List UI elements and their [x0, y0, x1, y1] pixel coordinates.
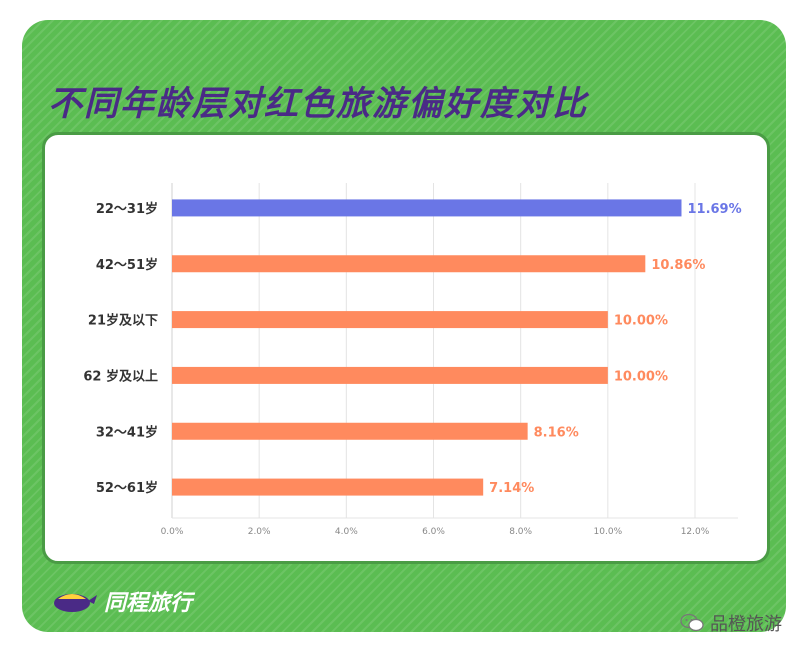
bar: [172, 422, 528, 440]
tongcheng-logo-icon: [54, 594, 97, 612]
watermark: 品橙旅游: [680, 610, 782, 636]
x-tick-label: 4.0%: [335, 527, 358, 537]
x-tick-label: 2.0%: [248, 527, 271, 537]
bar: [172, 366, 608, 384]
category-label: 22～31岁: [96, 201, 158, 217]
data-label: 10.86%: [651, 258, 705, 273]
category-label: 52～61岁: [96, 480, 158, 496]
category-label: 32～41岁: [96, 424, 158, 440]
page-title: 不同年龄层对红色旅游偏好度对比: [48, 84, 588, 124]
data-label: 10.00%: [614, 314, 668, 329]
bar: [172, 478, 484, 496]
category-label: 42～51岁: [96, 257, 158, 273]
bar: [172, 311, 608, 329]
category-label: 62 岁及以上: [83, 368, 158, 384]
brand-name: 同程旅行: [104, 591, 193, 616]
x-tick-label: 6.0%: [422, 527, 445, 537]
bar: [172, 255, 646, 273]
data-label: 10.00%: [614, 369, 668, 384]
wechat-icon: [680, 613, 704, 632]
x-tick-label: 12.0%: [681, 527, 710, 537]
data-label: 7.14%: [489, 481, 534, 496]
x-tick-label: 0.0%: [161, 527, 184, 537]
category-label: 21岁及以下: [88, 313, 158, 329]
data-label: 8.16%: [534, 425, 579, 440]
watermark-text: 品橙旅游: [710, 614, 782, 635]
data-label: 11.69%: [687, 202, 741, 217]
bar: [172, 199, 682, 217]
x-tick-label: 10.0%: [594, 527, 623, 537]
x-tick-label: 8.0%: [509, 527, 532, 537]
brand-logo: 同程旅行: [52, 586, 192, 616]
